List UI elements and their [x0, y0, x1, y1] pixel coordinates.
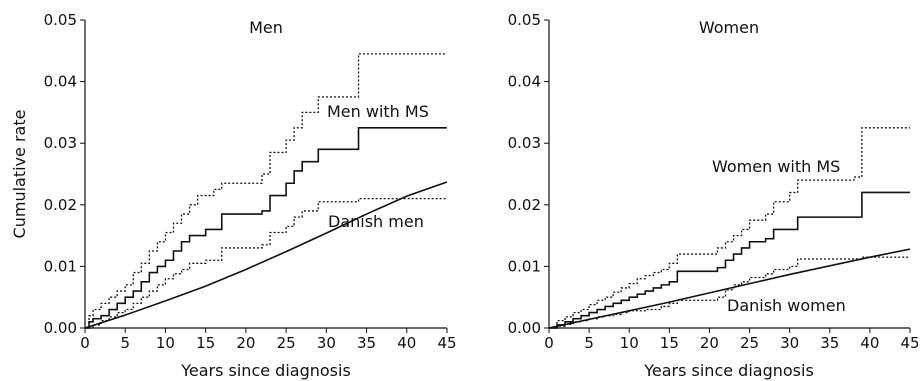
tick-layer-men: 0 5 10 15 20 25 30 35 40 45 0.00 0.01 0.02 0.03 0.04 0.…	[44, 11, 457, 352]
x-tick-label: 45	[900, 334, 919, 352]
x-tick-label: 30	[317, 334, 336, 352]
panel-title-women: Women	[699, 18, 759, 37]
x-tick-label: 20	[236, 334, 255, 352]
x-tick-label: 45	[437, 334, 456, 352]
x-tick-label: 5	[120, 334, 130, 352]
x-tick-label: 30	[780, 334, 799, 352]
x-tick-label: 35	[820, 334, 839, 352]
x-tick-label: 25	[740, 334, 759, 352]
series-line-women-women-with-ms	[549, 191, 910, 329]
series-line-men-confidence-bound-2	[85, 197, 447, 329]
x-tick-label: 5	[584, 334, 594, 352]
x-tick-label: 40	[860, 334, 879, 352]
y-tick-label: 0.05	[44, 11, 77, 29]
y-tick-label: 0.04	[44, 73, 77, 91]
plot-area-men	[85, 20, 447, 327]
y-tick-label: 0.02	[44, 196, 77, 214]
series-line-men-danish-men	[84, 181, 448, 329]
y-tick-label: 0.01	[508, 257, 541, 275]
series-line-men-men-with-ms	[85, 127, 447, 329]
series-line-women-danish-women	[548, 248, 911, 329]
chart-panel-men: 0 5 10 15 20 25 30 35 40 45 0.00 0.01 0.02 0.03 0.04 0.…	[10, 11, 457, 380]
x-tick-label: 25	[277, 334, 296, 352]
series-layer-women	[548, 127, 911, 329]
series-layer-men	[84, 53, 448, 329]
x-tick-label: 0	[80, 334, 90, 352]
series-line-women-confidence-bound-1	[549, 127, 910, 329]
series-line-women-confidence-bound-2	[549, 256, 910, 329]
y-tick-label: 0.03	[44, 134, 77, 152]
annotation-danish-men: Danish men	[328, 212, 424, 231]
x-tick-label: 15	[660, 334, 679, 352]
series-line-men-confidence-bound-1	[85, 53, 447, 329]
annotation-men-with-ms: Men with MS	[327, 102, 429, 121]
x-tick-label: 10	[620, 334, 639, 352]
x-tick-label: 15	[196, 334, 215, 352]
x-tick-label: 0	[544, 334, 554, 352]
x-tick-label: 40	[397, 334, 416, 352]
panel-title-men: Men	[249, 18, 283, 37]
y-tick-label: 0.04	[508, 73, 541, 91]
y-tick-label: 0.02	[508, 196, 541, 214]
x-axis-label-women: Years since diagnosis	[643, 361, 814, 380]
y-axis-label-men: Cumulative rate	[10, 110, 29, 239]
x-axis-label-men: Years since diagnosis	[180, 361, 351, 380]
x-tick-label: 10	[156, 334, 175, 352]
y-tick-label: 0.03	[508, 134, 541, 152]
x-tick-label: 20	[700, 334, 719, 352]
y-tick-label: 0.05	[508, 11, 541, 29]
annotation-women-with-ms: Women with MS	[712, 157, 840, 176]
y-tick-label: 0.00	[508, 319, 541, 337]
x-tick-label: 35	[357, 334, 376, 352]
y-tick-label: 0.00	[44, 319, 77, 337]
y-tick-label: 0.01	[44, 257, 77, 275]
tick-layer-women: 0 5 10 15 20 25 30 35 40 45 0.00 0.01 0.02 0.03 0.04 0.…	[508, 11, 920, 352]
chart-panel-women: 0 5 10 15 20 25 30 35 40 45 0.00 0.01 0.02 0.03 0.04 0.…	[508, 11, 920, 380]
annotation-danish-women: Danish women	[727, 296, 846, 315]
